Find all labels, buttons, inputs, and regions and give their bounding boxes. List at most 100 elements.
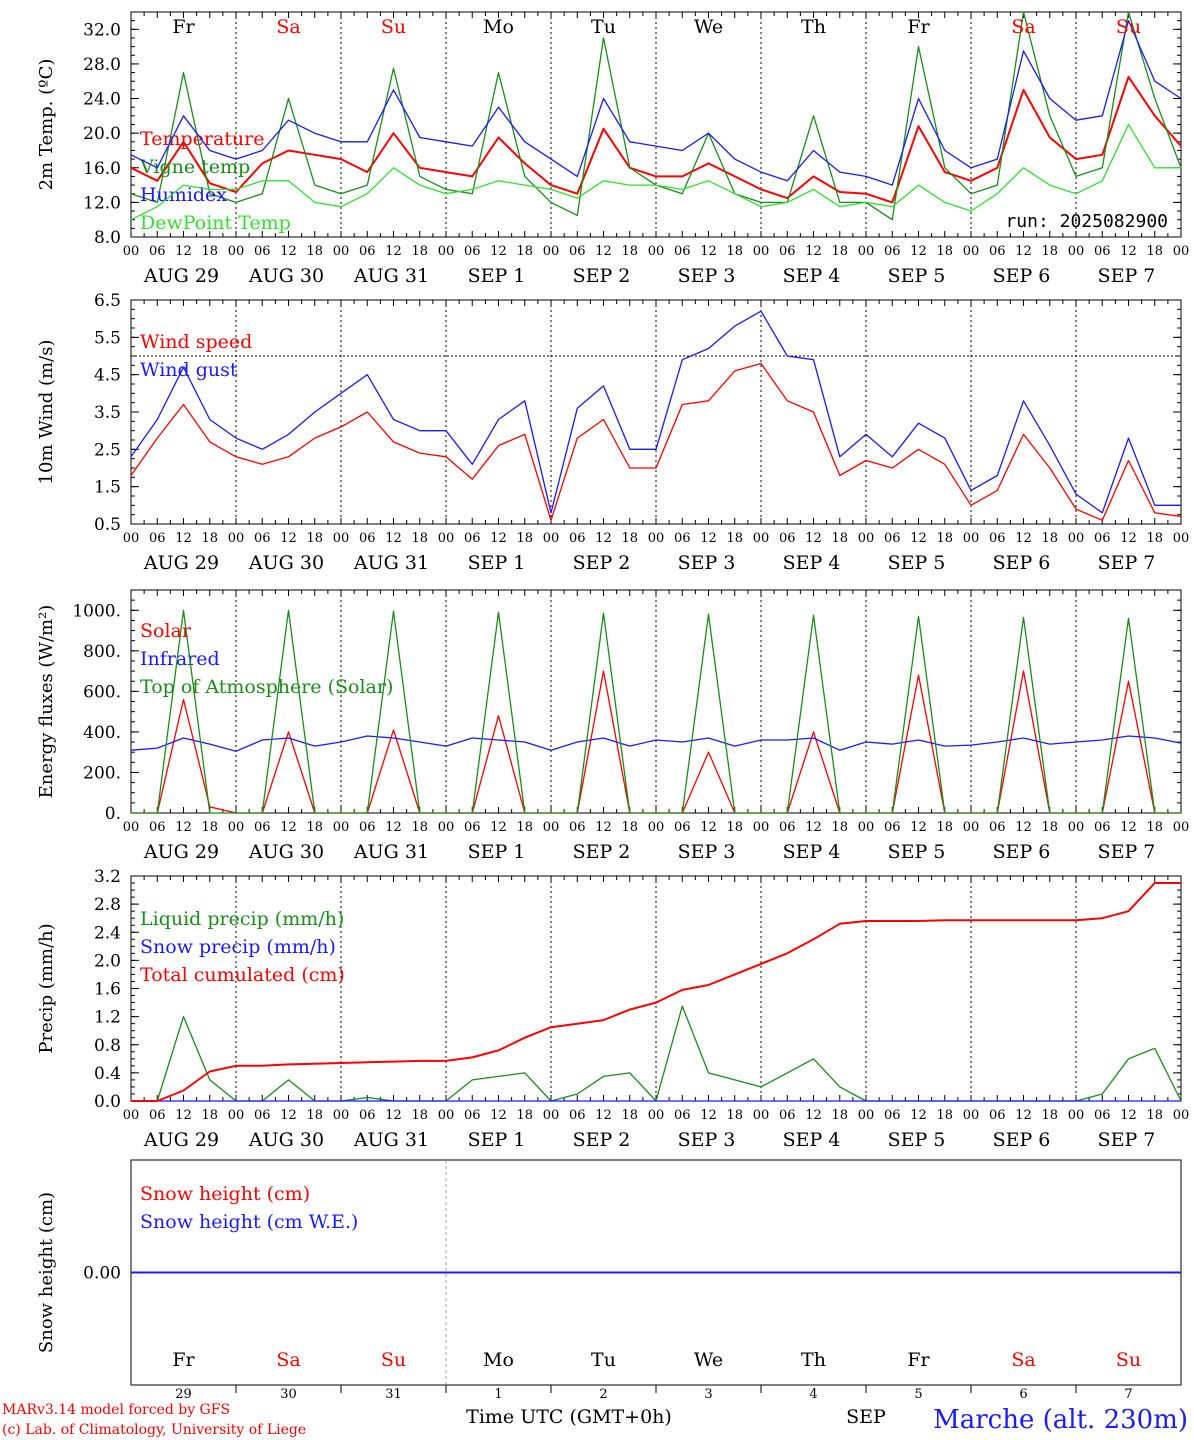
hour-label: 18 xyxy=(1146,531,1163,546)
hour-label: 00 xyxy=(1068,1108,1085,1123)
hour-label: 06 xyxy=(569,531,586,546)
y-tick-label: 600. xyxy=(83,682,121,702)
hour-label: 00 xyxy=(543,244,560,259)
y-tick-label: 3.5 xyxy=(94,403,121,423)
hour-label: 00 xyxy=(123,531,140,546)
hour-label: 12 xyxy=(910,244,927,259)
footer: MARv3.14 model forced by GFS (c) Lab. of… xyxy=(2,1402,1188,1438)
hour-label: 18 xyxy=(306,820,323,835)
hour-label: 18 xyxy=(936,531,953,546)
legend-entry: Wind gust xyxy=(140,359,238,381)
hour-label: 00 xyxy=(1173,1108,1190,1123)
hour-label: 00 xyxy=(963,531,980,546)
y-axis-label: 2m Temp. (ºC) xyxy=(36,59,57,191)
hour-label: 06 xyxy=(149,820,166,835)
hour-label: 00 xyxy=(753,244,770,259)
legend-entry: DewPoint Temp xyxy=(140,212,291,234)
hour-label: 18 xyxy=(201,820,218,835)
hour-label: 06 xyxy=(779,1108,796,1123)
day-number: 31 xyxy=(385,1387,402,1402)
hour-label: 00 xyxy=(438,820,455,835)
hour-label: 18 xyxy=(306,531,323,546)
hour-label: 12 xyxy=(280,1108,297,1123)
y-tick-label: 20.0 xyxy=(83,124,121,144)
hour-label: 12 xyxy=(595,820,612,835)
hour-label: 18 xyxy=(726,244,743,259)
model-credit: MARv3.14 model forced by GFS xyxy=(2,1402,230,1418)
hour-label: 00 xyxy=(543,820,560,835)
hour-label: 06 xyxy=(464,820,481,835)
date-label: AUG 31 xyxy=(353,552,429,574)
hour-label: 00 xyxy=(333,531,350,546)
hour-label: 12 xyxy=(700,1108,717,1123)
date-label: SEP 7 xyxy=(1098,552,1156,574)
hour-label: 12 xyxy=(700,244,717,259)
day-name: Tu xyxy=(591,16,616,38)
hour-label: 06 xyxy=(989,1108,1006,1123)
date-label: SEP 7 xyxy=(1098,841,1156,863)
legend-entry: Vigne temp xyxy=(139,156,250,178)
snow-height-panel: 0.00 Snow height (cm) Snow height (cm) Snow… xyxy=(36,1159,1182,1402)
hour-label: 12 xyxy=(1015,820,1032,835)
hour-label: 18 xyxy=(201,1108,218,1123)
hour-label: 06 xyxy=(464,1108,481,1123)
hour-label: 00 xyxy=(438,1108,455,1123)
y-tick-label: 4.5 xyxy=(94,366,121,386)
hour-label: 00 xyxy=(123,820,140,835)
legend-entry: Temperature xyxy=(140,128,264,150)
hour-label: 06 xyxy=(569,244,586,259)
day-number: 6 xyxy=(1019,1387,1027,1402)
hour-label: 12 xyxy=(595,244,612,259)
hour-label: 18 xyxy=(1041,820,1058,835)
hour-label: 06 xyxy=(674,1108,691,1123)
y-tick-label: 800. xyxy=(83,642,121,662)
hour-label: 00 xyxy=(648,820,665,835)
legend-entry: Solar xyxy=(140,620,192,642)
day-name: Su xyxy=(1116,16,1141,38)
hour-label: 00 xyxy=(123,244,140,259)
day-name: Sa xyxy=(1011,1349,1035,1371)
hour-label: 12 xyxy=(700,531,717,546)
hour-label: 00 xyxy=(1173,820,1190,835)
legend-entry: Top of Atmosphere (Solar) xyxy=(140,676,393,698)
date-label: AUG 30 xyxy=(248,1129,324,1151)
hour-label: 12 xyxy=(910,531,927,546)
hour-label: 18 xyxy=(621,1108,638,1123)
hour-label: 00 xyxy=(333,820,350,835)
legend-entry: Snow height (cm W.E.) xyxy=(140,1211,358,1233)
hour-label: 18 xyxy=(831,531,848,546)
hour-label: 00 xyxy=(438,244,455,259)
date-label: SEP 6 xyxy=(993,552,1051,574)
day-number: 1 xyxy=(494,1387,502,1402)
day-name: Fr xyxy=(172,1349,195,1371)
y-tick-label: 16.0 xyxy=(83,159,121,179)
hour-label: 06 xyxy=(989,244,1006,259)
date-label: SEP 3 xyxy=(678,841,736,863)
y-tick-label: 6.5 xyxy=(94,291,121,311)
hour-label: 06 xyxy=(779,244,796,259)
wind-panel: 0.5 1.5 2.5 3.5 4.5 5.5 6.5 10m Wind (m/s) Wind … xyxy=(36,291,1189,574)
hour-label: 18 xyxy=(726,1108,743,1123)
y-axis-label: Energy fluxes (W/m²) xyxy=(36,605,57,799)
hour-label: 06 xyxy=(149,1108,166,1123)
hour-label: 18 xyxy=(936,820,953,835)
hour-label: 00 xyxy=(1068,531,1085,546)
date-label: AUG 29 xyxy=(143,265,219,287)
day-name: Fr xyxy=(172,16,195,38)
hour-label: 12 xyxy=(1120,244,1137,259)
day-name: Su xyxy=(1116,1349,1141,1371)
hour-label: 00 xyxy=(648,531,665,546)
date-label: SEP 3 xyxy=(678,265,736,287)
hour-label: 06 xyxy=(464,531,481,546)
hour-label: 18 xyxy=(1146,244,1163,259)
day-name: Sa xyxy=(1011,16,1035,38)
temperature-panel: 8.0 12.0 16.0 20.0 24.0 28.0 32.0 2m Temp. (ºC)… xyxy=(36,11,1189,287)
hour-label: 12 xyxy=(910,820,927,835)
hour-label: 18 xyxy=(621,820,638,835)
y-tick-label: 1.5 xyxy=(94,478,121,498)
y-tick-label: 2.4 xyxy=(94,923,121,943)
y-tick-label: 12.0 xyxy=(83,193,121,213)
hour-label: 06 xyxy=(884,1108,901,1123)
station-name: Marche (alt. 230m) xyxy=(933,1405,1188,1435)
hour-label: 06 xyxy=(254,531,271,546)
